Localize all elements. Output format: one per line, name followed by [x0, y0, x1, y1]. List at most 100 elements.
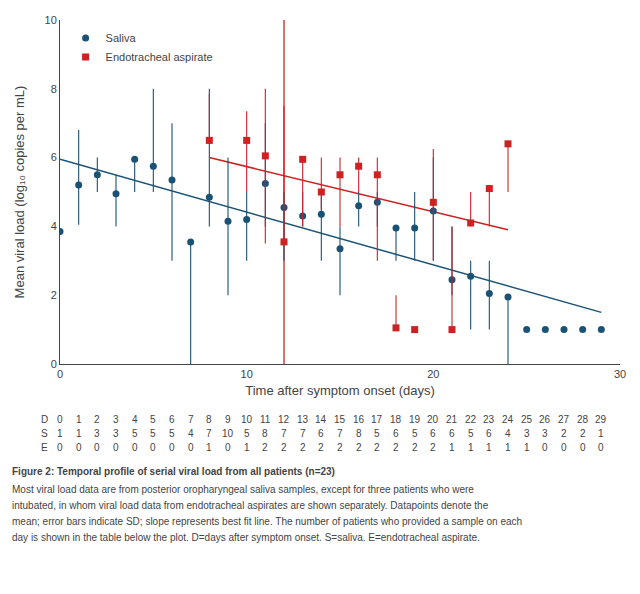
svg-text:0: 0 [225, 442, 231, 453]
svg-text:0: 0 [598, 442, 604, 453]
svg-text:Endotracheal aspirate: Endotracheal aspirate [106, 51, 213, 63]
svg-text:19: 19 [409, 414, 421, 425]
svg-text:Time after symptom onset (days: Time after symptom onset (days) [245, 383, 435, 398]
svg-text:6: 6 [393, 428, 399, 439]
svg-text:10: 10 [45, 14, 57, 26]
svg-text:3: 3 [524, 428, 530, 439]
svg-text:15: 15 [334, 414, 346, 425]
svg-text:8: 8 [356, 428, 362, 439]
svg-text:0: 0 [94, 442, 100, 453]
svg-text:6: 6 [486, 428, 492, 439]
svg-text:7: 7 [188, 414, 194, 425]
svg-text:day is shown in the table belo: day is shown in the table below the plot… [12, 532, 480, 543]
svg-text:5: 5 [132, 428, 138, 439]
svg-text:2: 2 [318, 442, 324, 453]
svg-text:0: 0 [169, 442, 175, 453]
svg-text:mean; error bars indicate SD;: mean; error bars indicate SD; slope repr… [12, 516, 522, 527]
svg-text:2: 2 [356, 442, 362, 453]
svg-text:16: 16 [353, 414, 365, 425]
svg-text:30: 30 [614, 368, 626, 380]
svg-text:0: 0 [542, 442, 548, 453]
svg-text:1: 1 [598, 428, 604, 439]
svg-text:7: 7 [300, 428, 306, 439]
svg-text:2: 2 [580, 428, 586, 439]
svg-text:6: 6 [449, 428, 455, 439]
svg-text:5: 5 [150, 414, 156, 425]
svg-text:2: 2 [51, 289, 57, 301]
svg-text:10: 10 [241, 414, 253, 425]
svg-text:7: 7 [206, 428, 212, 439]
svg-text:5: 5 [468, 428, 474, 439]
svg-text:2: 2 [374, 442, 380, 453]
svg-text:1: 1 [449, 442, 455, 453]
svg-text:5: 5 [244, 428, 250, 439]
svg-text:2: 2 [393, 442, 399, 453]
svg-text:2: 2 [561, 428, 567, 439]
svg-text:1: 1 [486, 442, 492, 453]
svg-text:8: 8 [262, 428, 268, 439]
svg-text:0: 0 [150, 442, 156, 453]
svg-text:0: 0 [57, 368, 63, 380]
svg-text:10: 10 [222, 428, 234, 439]
svg-text:1: 1 [76, 414, 82, 425]
svg-text:2: 2 [281, 442, 287, 453]
svg-text:1: 1 [57, 428, 63, 439]
svg-text:21: 21 [446, 414, 458, 425]
svg-text:26: 26 [539, 414, 551, 425]
svg-text:0: 0 [57, 442, 63, 453]
svg-text:D: D [41, 414, 48, 425]
svg-text:18: 18 [390, 414, 402, 425]
svg-text:0: 0 [51, 358, 57, 370]
svg-text:17: 17 [371, 414, 383, 425]
svg-text:2: 2 [337, 442, 343, 453]
svg-text:2: 2 [430, 442, 436, 453]
svg-text:0: 0 [57, 414, 63, 425]
svg-text:intubated, in whom viral load: intubated, in whom viral load data from … [12, 500, 489, 511]
svg-text:3: 3 [113, 414, 119, 425]
svg-text:2: 2 [300, 442, 306, 453]
svg-text:22: 22 [465, 414, 477, 425]
svg-text:1: 1 [244, 442, 250, 453]
svg-text:20: 20 [427, 368, 439, 380]
svg-text:9: 9 [225, 414, 231, 425]
svg-text:29: 29 [595, 414, 607, 425]
svg-text:5: 5 [374, 428, 380, 439]
svg-text:5: 5 [169, 428, 175, 439]
svg-text:5: 5 [412, 428, 418, 439]
svg-text:6: 6 [318, 428, 324, 439]
svg-text:28: 28 [577, 414, 589, 425]
svg-text:23: 23 [483, 414, 495, 425]
svg-text:7: 7 [337, 428, 343, 439]
svg-text:11: 11 [260, 414, 271, 425]
svg-text:5: 5 [150, 428, 156, 439]
svg-text:Mean viral load (log₁₀ copies: Mean viral load (log₁₀ copies per mL) [12, 86, 27, 299]
svg-text:1: 1 [524, 442, 530, 453]
svg-text:7: 7 [281, 428, 287, 439]
svg-text:0: 0 [561, 442, 567, 453]
svg-text:Figure 2: Temporal profile of: Figure 2: Temporal profile of serial vir… [12, 466, 335, 477]
svg-text:24: 24 [502, 414, 514, 425]
svg-text:0: 0 [580, 442, 586, 453]
svg-text:4: 4 [188, 428, 194, 439]
svg-text:4: 4 [132, 414, 138, 425]
svg-text:1: 1 [468, 442, 474, 453]
svg-text:6: 6 [169, 414, 175, 425]
svg-text:25: 25 [521, 414, 533, 425]
svg-text:13: 13 [297, 414, 309, 425]
svg-text:3: 3 [542, 428, 548, 439]
svg-text:0: 0 [113, 442, 119, 453]
svg-text:2: 2 [412, 442, 418, 453]
svg-text:E: E [41, 442, 48, 453]
svg-text:0: 0 [188, 442, 194, 453]
svg-text:Saliva: Saliva [106, 32, 137, 44]
svg-text:20: 20 [427, 414, 439, 425]
svg-text:8: 8 [51, 83, 57, 95]
svg-text:3: 3 [113, 428, 119, 439]
svg-text:4: 4 [51, 220, 57, 232]
svg-text:12: 12 [278, 414, 290, 425]
svg-text:1: 1 [206, 442, 212, 453]
svg-text:1: 1 [76, 428, 82, 439]
svg-text:2: 2 [262, 442, 268, 453]
svg-text:27: 27 [558, 414, 570, 425]
svg-text:8: 8 [206, 414, 212, 425]
